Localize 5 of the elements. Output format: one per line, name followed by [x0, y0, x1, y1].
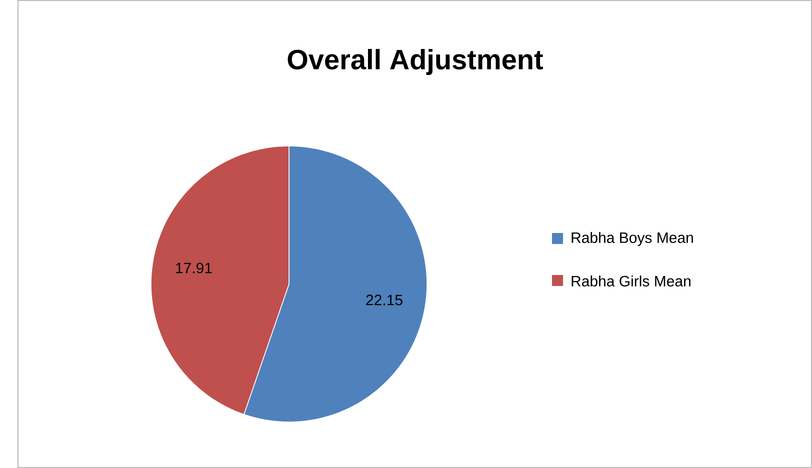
chart-title: Overall Adjustment: [288, 48, 543, 76]
data-label: 22.15: [366, 294, 402, 306]
data-label: 17.91: [176, 262, 212, 274]
legend-label: Rabha Girls Mean: [572, 275, 690, 286]
legend-label: Rabha Boys Mean: [572, 232, 693, 246]
